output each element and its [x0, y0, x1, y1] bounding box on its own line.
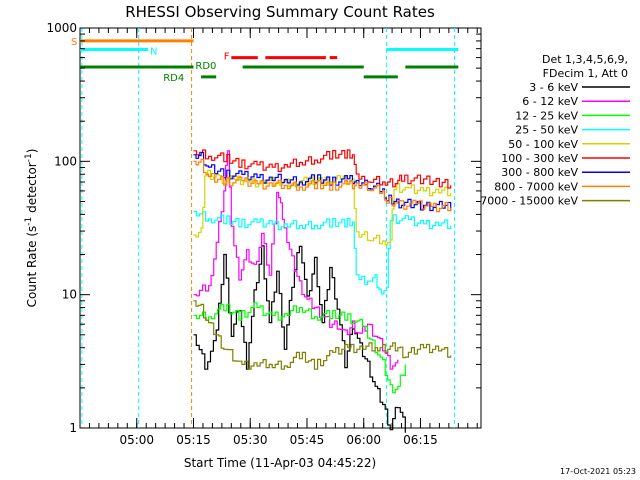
flag-label-s: S — [71, 37, 77, 48]
legend-label-300-800-kev: 300 - 800 keV — [501, 166, 578, 179]
y-tick-label: 1000 — [46, 21, 77, 35]
legend-label-100-300-kev: 100 - 300 keV — [501, 152, 578, 165]
y-axis-label: Count Rate (s-1 detector-1) — [24, 149, 39, 308]
x-axis-label: Start Time (11-Apr-03 04:45:22) — [184, 456, 376, 470]
render-timestamp: 17-Oct-2021 05:23 — [560, 467, 636, 476]
series-12-25-kev — [193, 302, 406, 394]
legend-label-50-100-kev: 50 - 100 keV — [508, 138, 578, 151]
legend-label-800-7000-kev: 800 - 7000 keV — [494, 180, 578, 193]
flag-bars: S N F RD0 RD4 — [71, 37, 459, 84]
y-tick-label: 1 — [69, 421, 77, 435]
legend-label-6-12-kev: 6 - 12 keV — [522, 95, 578, 108]
legend-label-7000-15000-kev: 7000 - 15000 keV — [480, 195, 578, 208]
series-25-50-kev — [193, 211, 452, 295]
y-axis-label-sup-1: -1 — [24, 217, 34, 226]
y-axis-label-mid: detector — [25, 162, 39, 217]
y-axis-ticks: 1000 100 10 1 — [46, 21, 481, 435]
legend-header-line-2: FDecim 1, Att 0 — [543, 67, 628, 80]
chart-title: RHESSI Observing Summary Count Rates — [125, 3, 435, 21]
series-800-7000-kev — [193, 158, 452, 213]
legend-header-line-1: Det 1,3,4,5,6,9, — [542, 53, 628, 66]
legend: Det 1,3,4,5,6,9, FDecim 1, Att 0 3 - 6 k… — [480, 53, 630, 208]
flag-label-rd4: RD4 — [163, 73, 184, 84]
plot-frame — [79, 27, 482, 429]
y-tick-label: 100 — [54, 154, 77, 168]
series-3-6-kev — [193, 245, 406, 433]
y-axis-label-sup-2: -1 — [24, 153, 34, 162]
x-tick-label: 05:15 — [176, 433, 211, 447]
flag-label-n: N — [150, 46, 157, 57]
x-tick-label: 06:15 — [403, 433, 438, 447]
y-tick-label: 10 — [62, 288, 77, 302]
y-axis-label-end: ) — [25, 149, 39, 154]
x-tick-label: 05:45 — [290, 433, 325, 447]
x-tick-label: 06:00 — [346, 433, 381, 447]
vertical-markers — [81, 28, 456, 428]
series-layer — [193, 149, 452, 433]
x-axis-ticks: 05:00 05:15 05:30 05:45 06:00 06:15 — [79, 28, 478, 447]
series-7000-15000-kev — [193, 300, 452, 370]
y-axis-label-main: Count Rate (s — [25, 226, 39, 308]
series-300-800-kev — [193, 152, 452, 212]
x-tick-label: 05:30 — [233, 433, 268, 447]
legend-label-25-50-kev: 25 - 50 keV — [515, 124, 578, 137]
legend-label-3-6-kev: 3 - 6 keV — [529, 81, 578, 94]
flag-label-f: F — [224, 52, 230, 63]
series-100-300-kev — [193, 149, 452, 189]
legend-label-12-25-kev: 12 - 25 keV — [515, 109, 578, 122]
x-tick-label: 05:00 — [119, 433, 154, 447]
flag-label-rd0: RD0 — [195, 61, 216, 72]
